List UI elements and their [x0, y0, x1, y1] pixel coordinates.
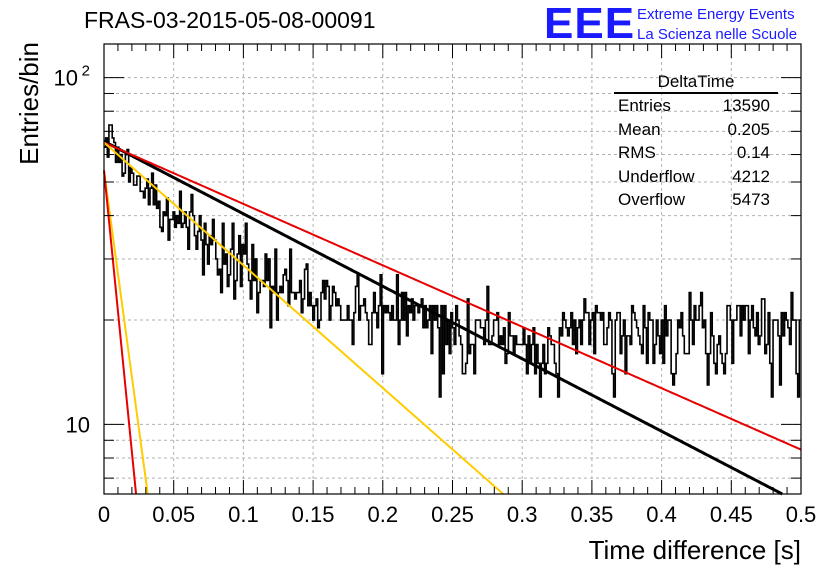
stats-row-mean: Mean 0.205	[614, 118, 780, 142]
stats-label: Entries	[618, 96, 671, 115]
stats-label: RMS	[618, 143, 656, 162]
fit-curve-1	[103, 140, 783, 496]
x-axis-title: Time difference [s]	[589, 535, 801, 565]
y-axis-title: Entries/bin	[14, 42, 44, 165]
stats-value: 5473	[732, 190, 770, 209]
stats-row-underflow: Underflow 4212	[614, 165, 780, 189]
x-tick-label: 0	[98, 502, 110, 527]
stats-box: DeltaTime Entries 13590 Mean 0.205 RMS 0…	[614, 72, 780, 212]
run-title: FRAS-03-2015-05-08-00091	[84, 7, 376, 33]
x-tick-label: 0.1	[228, 502, 259, 527]
x-tick-label: 0.4	[646, 502, 677, 527]
logo-letters: EEE	[544, 0, 636, 48]
fit-curve-5	[103, 170, 138, 495]
logo-tagline-2: La Scienza nelle Scuole	[637, 26, 798, 43]
x-tick-label: 0.5	[786, 502, 817, 527]
y-tick-exponent: 2	[82, 63, 90, 80]
stats-row-rms: RMS 0.14	[614, 141, 780, 165]
stats-row-overflow: Overflow 5473	[614, 188, 780, 212]
fit-curve-4	[103, 170, 149, 495]
logo-tagline-1: Extreme Energy Events	[637, 6, 795, 23]
x-tick-label: 0.45	[710, 502, 753, 527]
x-tick-label: 0.3	[507, 502, 538, 527]
stats-value: 13590	[722, 96, 770, 115]
eee-logo: EEE Extreme Energy Events La Scienza nel…	[544, 0, 834, 48]
histogram-series	[104, 124, 801, 398]
stats-title: DeltaTime	[614, 72, 778, 94]
stats-label: Overflow	[618, 190, 686, 209]
stats-value: 4212	[732, 166, 770, 186]
stats-value: 0.205	[727, 119, 770, 139]
stats-value: 0.14	[736, 143, 770, 162]
fit-curve-2	[103, 141, 802, 451]
x-tick-label: 0.05	[152, 502, 195, 527]
stats-row-entries: Entries 13590	[614, 94, 780, 118]
x-tick-label: 0.2	[368, 502, 399, 527]
x-tick-label: 0.25	[431, 502, 474, 527]
stats-label: Mean	[618, 119, 661, 139]
y-tick-label: 10	[54, 66, 78, 91]
y-tick-label: 10	[66, 412, 90, 437]
x-tick-label: 0.35	[570, 502, 613, 527]
fit-curve-3	[103, 141, 504, 495]
x-tick-label: 0.15	[292, 502, 335, 527]
stats-label: Underflow	[618, 166, 695, 186]
